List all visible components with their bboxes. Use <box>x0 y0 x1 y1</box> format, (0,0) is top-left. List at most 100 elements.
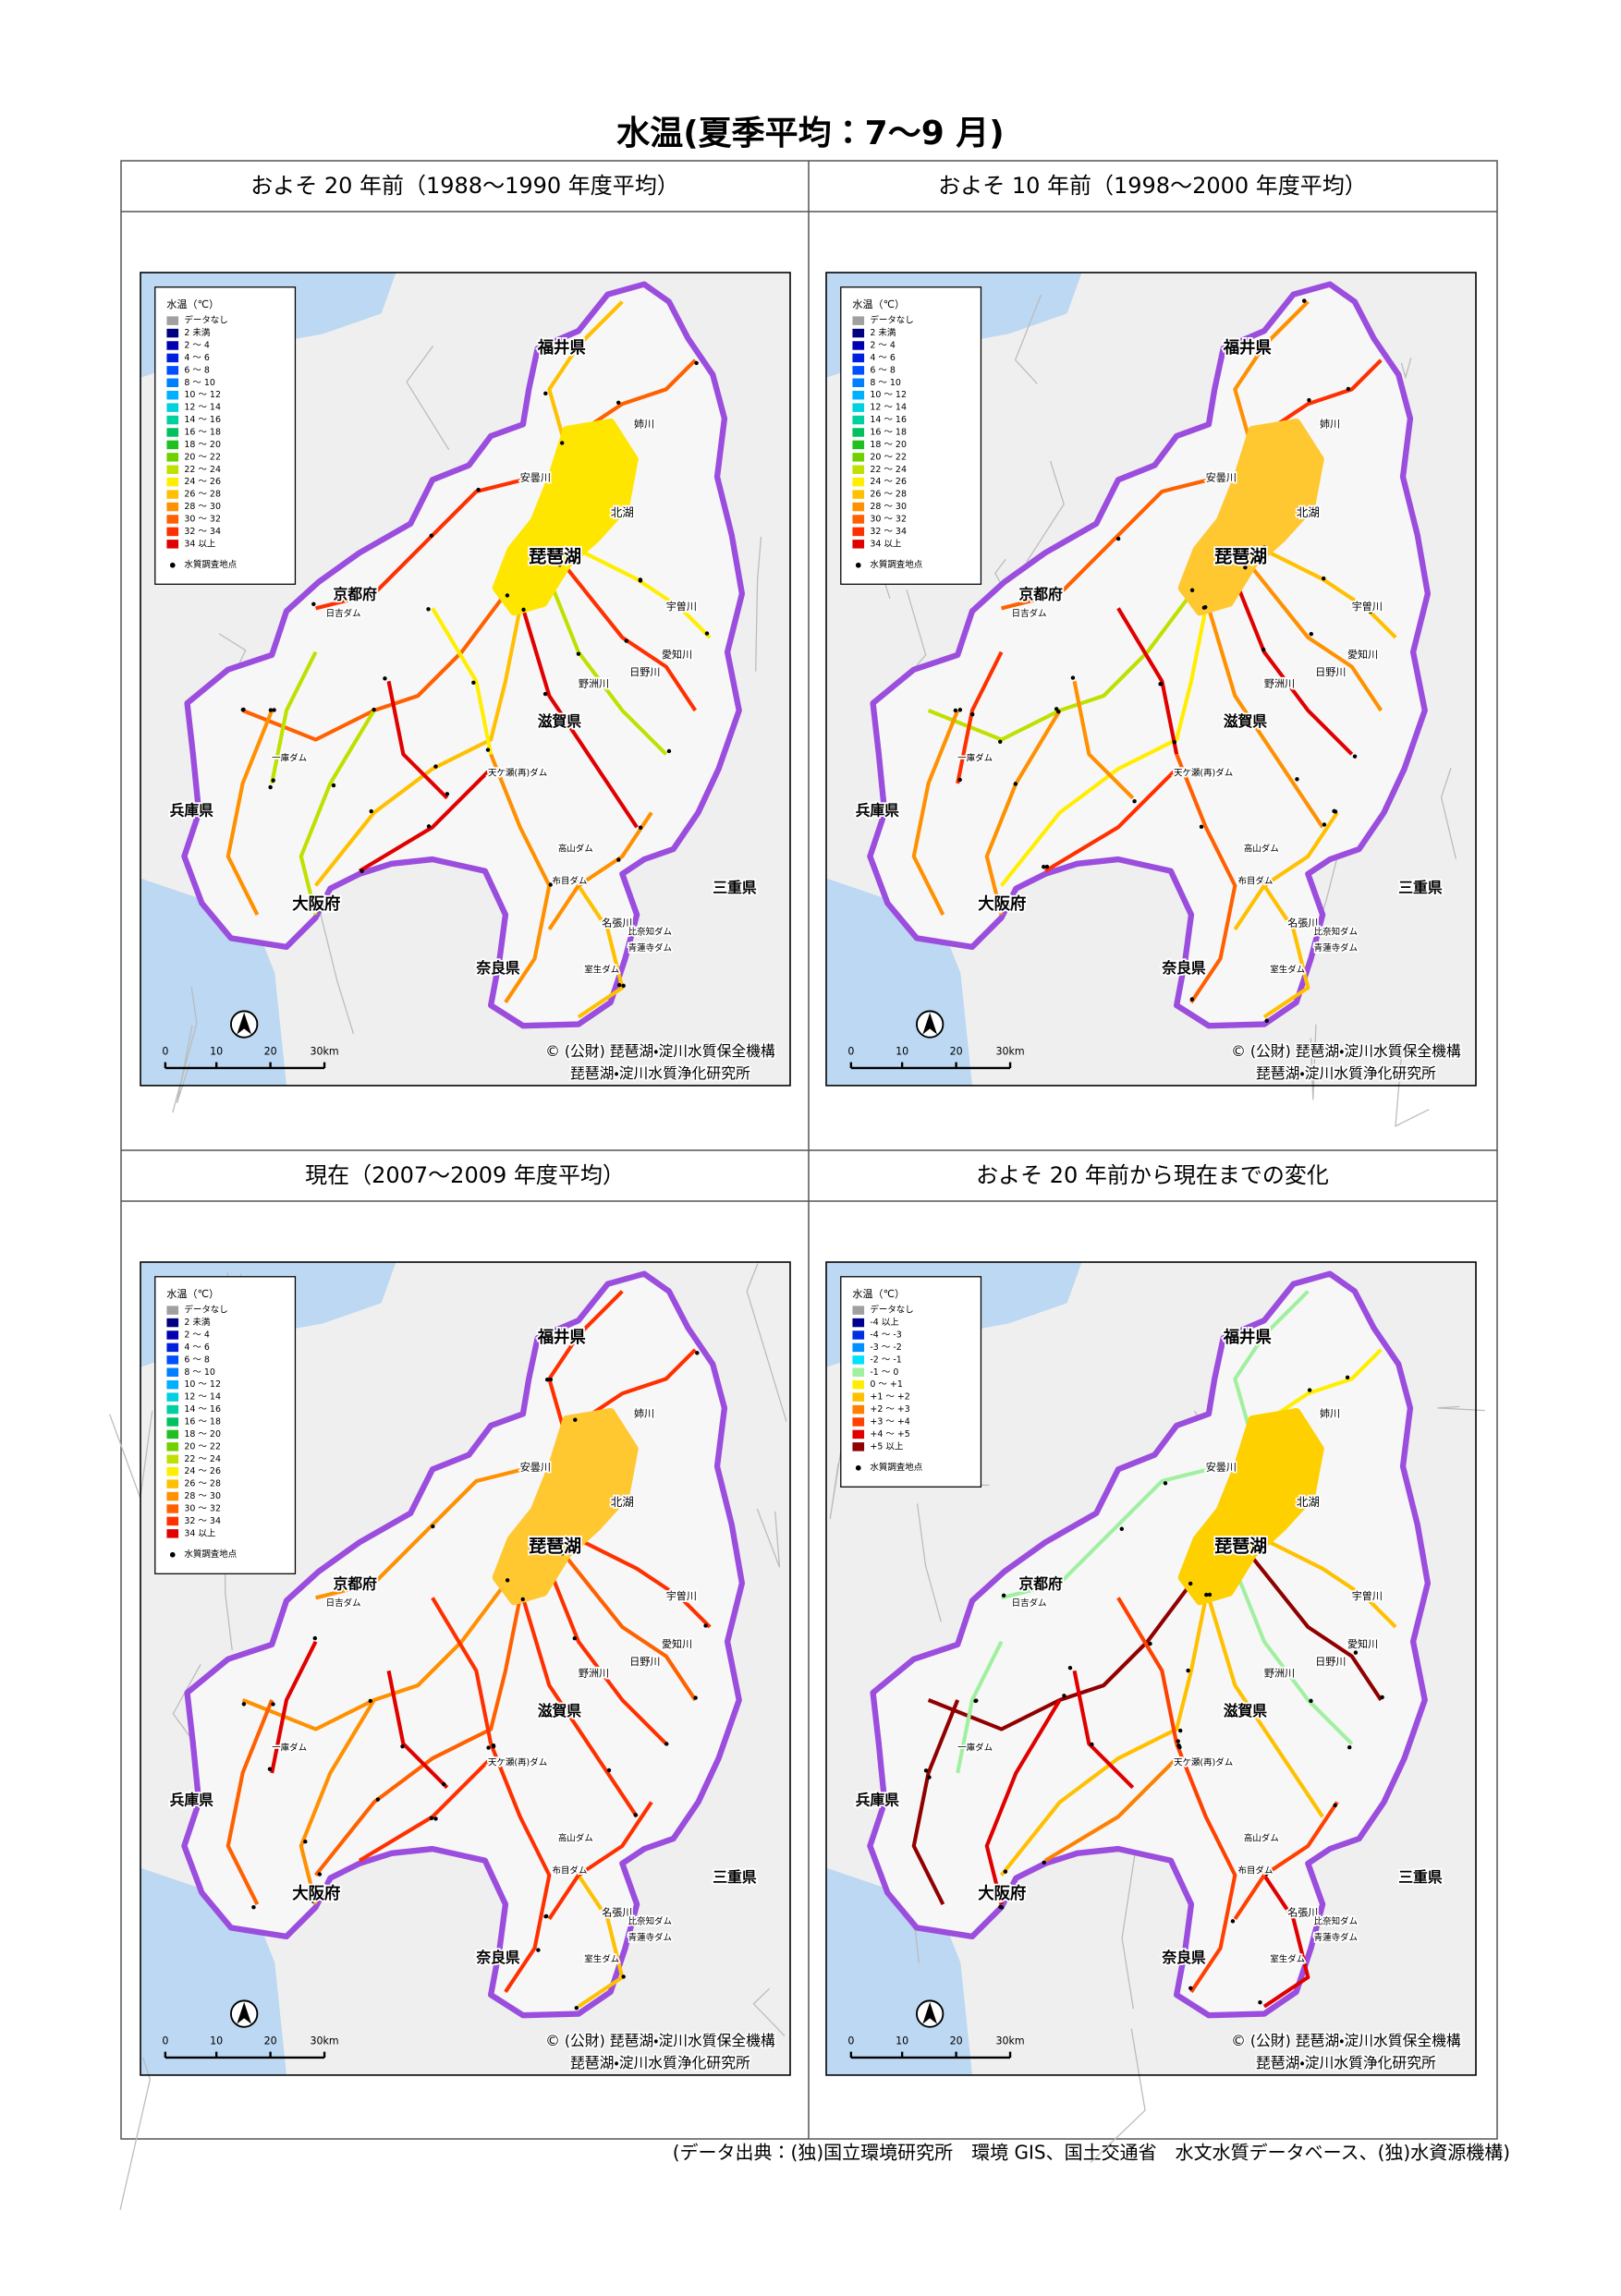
legend-swatch <box>166 465 179 475</box>
map-label: 野洲川 <box>579 677 609 689</box>
source-note: (データ出典：(独)国立環境研究所 環境 GIS、国土交通省 水文水質データベー… <box>673 2142 1510 2164</box>
map-label: 福井県 <box>537 1328 586 1347</box>
north-arrow <box>237 1012 252 1035</box>
map-label: 安曇川 <box>520 1462 551 1474</box>
legend-label: データなし <box>870 1305 913 1316</box>
legend-label: 34 以上 <box>184 1528 215 1538</box>
river <box>1233 811 1339 931</box>
legend-label: +5 以上 <box>870 1441 903 1452</box>
survey-point <box>1013 782 1018 786</box>
legend-label: 2 〜 4 <box>184 340 210 350</box>
panel-heading: およそ 20 年前から現在までの変化 <box>976 1162 1329 1188</box>
legend-swatch <box>166 1516 179 1526</box>
legend-box <box>154 286 297 585</box>
survey-point <box>1056 709 1061 714</box>
lake <box>492 418 639 616</box>
survey-point <box>1230 1919 1236 1924</box>
survey-point <box>574 2006 579 2011</box>
map-label: 愛知川 <box>1347 648 1378 661</box>
legend-swatch <box>166 1504 179 1513</box>
survey-point <box>429 1816 434 1821</box>
scale-label: 10 <box>210 2035 223 2047</box>
legend-swatch <box>852 1379 865 1390</box>
credit: 琵琶湖・淀川水質浄化研究所 <box>1256 1064 1436 1082</box>
survey-point <box>521 607 526 613</box>
survey-point <box>1333 809 1338 814</box>
map-label: 北湖 <box>611 1495 634 1509</box>
survey-point <box>1001 1593 1006 1598</box>
legend-label: 30 〜 32 <box>184 1503 221 1513</box>
legend-label: 14 〜 16 <box>184 1404 221 1415</box>
survey-point <box>576 651 581 656</box>
survey-point <box>695 1351 700 1355</box>
map-label: 天ケ瀬(再)ダム <box>1174 767 1233 778</box>
river <box>999 607 1208 887</box>
river <box>241 592 507 742</box>
credit: © (公財) 琵琶湖・淀川水質保全機構 <box>545 2032 775 2049</box>
map-label: 高山ダム <box>558 1833 593 1844</box>
map-label: 京都府 <box>1019 586 1064 603</box>
map-label: 日野川 <box>1315 1656 1346 1668</box>
survey-point <box>1207 1592 1213 1597</box>
map-label: 京都府 <box>1019 1575 1064 1593</box>
map-label: 奈良県 <box>475 1949 520 1966</box>
survey-point <box>542 691 548 697</box>
river <box>562 1552 698 1702</box>
survey-point <box>970 711 975 717</box>
map-label: 北湖 <box>611 505 634 519</box>
map-label: 布目ダム <box>1237 1865 1273 1876</box>
legend-swatch <box>852 1404 865 1415</box>
map-label: 宇曽川 <box>666 1589 697 1602</box>
river <box>520 607 639 829</box>
legend-swatch <box>166 1417 179 1427</box>
legend-swatch <box>166 440 179 450</box>
legend-swatch <box>166 1466 179 1476</box>
legend-label: +3 〜 +4 <box>870 1416 909 1427</box>
survey-point <box>369 808 373 814</box>
legend-swatch <box>166 1342 179 1353</box>
legend-swatch <box>166 527 179 537</box>
legend-label: 16 〜 18 <box>184 1416 221 1427</box>
legend-swatch <box>166 477 179 487</box>
survey-point <box>1352 754 1358 759</box>
legend-swatch <box>852 1330 865 1340</box>
legend-point <box>169 562 176 568</box>
river <box>547 811 653 931</box>
legend-label: 2 未満 <box>184 327 211 338</box>
terrain-line <box>916 1503 942 1622</box>
survey-point <box>426 824 432 829</box>
legend-label: 8 〜 10 <box>870 378 901 388</box>
river <box>547 577 668 756</box>
legend-swatch <box>166 502 179 512</box>
map-label: 三重県 <box>1398 879 1443 896</box>
river <box>577 1348 697 1425</box>
legend-label: 0 〜 +1 <box>870 1379 902 1390</box>
survey-point <box>1261 545 1267 550</box>
scale-bar <box>849 1062 1012 1070</box>
survey-point <box>1264 1018 1269 1023</box>
credit: © (公財) 琵琶湖・淀川水質保全機構 <box>1231 2032 1461 2049</box>
map-label: 宇曽川 <box>1352 600 1383 613</box>
survey-point <box>241 1702 247 1707</box>
legend-label: 2 〜 4 <box>184 1330 210 1340</box>
legend-swatch <box>166 316 179 325</box>
map-border <box>825 1261 1477 2076</box>
scale-label: 10 <box>896 1046 908 1058</box>
survey-point <box>476 487 481 492</box>
map-label: 奈良県 <box>475 959 520 977</box>
legend-label: 28 〜 30 <box>184 502 221 512</box>
survey-point <box>621 1974 626 1979</box>
map-label: 名張川 <box>602 917 632 929</box>
river <box>956 1640 1004 1774</box>
legend-swatch <box>852 1306 865 1315</box>
river <box>577 1874 625 2009</box>
survey-point <box>431 1524 435 1529</box>
map-label: 野洲川 <box>1264 677 1295 689</box>
north-arrow <box>922 1012 938 1035</box>
map-label: 天ケ瀬(再)ダム <box>488 1756 547 1768</box>
legend-swatch <box>852 353 865 363</box>
credit: © (公財) 琵琶湖・淀川水質保全機構 <box>545 1042 775 1060</box>
survey-point <box>543 391 548 396</box>
